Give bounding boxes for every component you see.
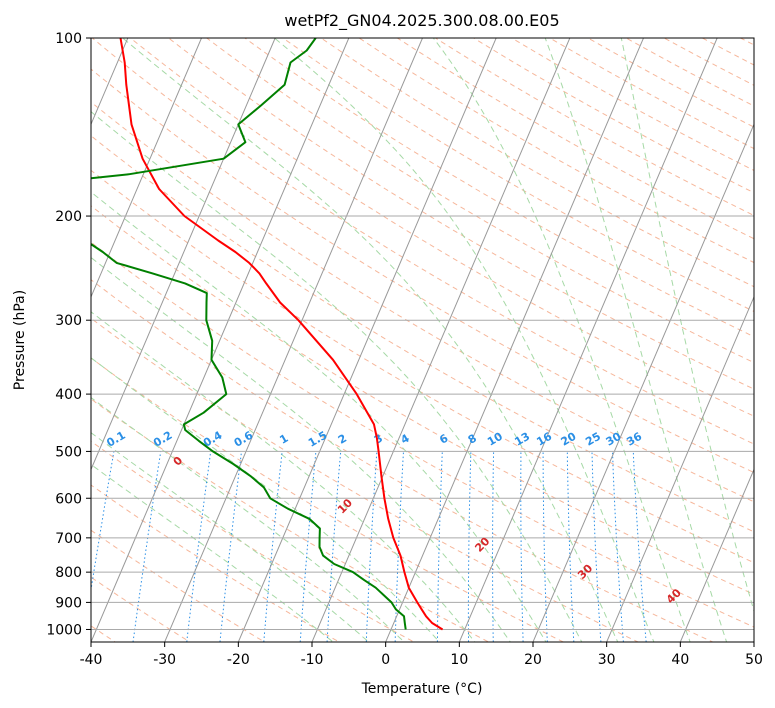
x-tick-label: 20 bbox=[524, 652, 542, 668]
isotherm-line bbox=[91, 38, 350, 642]
x-axis-label: Temperature (°C) bbox=[361, 681, 483, 697]
y-axis-label: Pressure (hPa) bbox=[12, 290, 28, 390]
dry-adiabat-line bbox=[91, 279, 714, 642]
dry-adiabat-line bbox=[91, 68, 754, 474]
y-tick-label: 200 bbox=[55, 209, 82, 225]
plot-area: -100-90-80-70-60-50-40-30-20-10010203040… bbox=[91, 38, 754, 642]
y-axis: 1000 900 800 700 600 500 400 300 200 100 bbox=[46, 31, 91, 638]
y-tick-label: 500 bbox=[55, 444, 82, 460]
x-tick-label: 0 bbox=[381, 652, 390, 668]
dewpoint-profile-line bbox=[91, 38, 407, 630]
moist-adiabat-line bbox=[274, 38, 655, 642]
x-tick-label: -40 bbox=[80, 652, 103, 668]
isotherms bbox=[91, 38, 754, 642]
isotherm-line bbox=[164, 38, 423, 642]
dry-adiabats bbox=[91, 38, 754, 642]
y-tick-label: 400 bbox=[55, 387, 82, 403]
dry-adiabat-line bbox=[320, 38, 754, 288]
dry-adiabat-line bbox=[91, 529, 266, 642]
x-tick-label: 10 bbox=[450, 652, 468, 668]
x-tick-label: -30 bbox=[153, 652, 176, 668]
isotherm-line bbox=[532, 123, 754, 642]
y-tick-label: 100 bbox=[55, 31, 82, 47]
y-tick-label: 300 bbox=[55, 313, 82, 329]
dry-adiabat-line bbox=[91, 484, 341, 642]
isotherm-line bbox=[311, 38, 571, 642]
x-tick-label: 40 bbox=[671, 652, 689, 668]
dry-adiabat-line bbox=[129, 38, 754, 417]
x-tick-label: -10 bbox=[301, 652, 324, 668]
dry-adiabat-line bbox=[91, 169, 754, 564]
y-tick-label: 900 bbox=[55, 595, 82, 611]
isotherm-line bbox=[91, 38, 276, 471]
x-tick-label: 50 bbox=[745, 652, 763, 668]
isotherm-line bbox=[679, 468, 754, 642]
dry-adiabat-line bbox=[91, 205, 754, 595]
dry-adiabat-line bbox=[91, 101, 754, 503]
dry-adiabat-line bbox=[91, 135, 754, 533]
dry-adiabat-line bbox=[91, 398, 490, 642]
chart-title: wetPf2_GN04.2025.300.08.00.E05 bbox=[284, 11, 559, 31]
dry-adiabat-line bbox=[91, 241, 754, 628]
isotherm-line bbox=[606, 295, 754, 642]
x-axis: -40 -30 -20 -10 0 10 20 30 40 50 bbox=[80, 642, 763, 668]
dry-adiabat-line bbox=[91, 440, 415, 642]
isotherm-line bbox=[385, 38, 644, 642]
dry-adiabat-line bbox=[243, 38, 754, 338]
isobars bbox=[91, 38, 754, 630]
y-tick-label: 1000 bbox=[46, 622, 82, 638]
y-tick-label: 600 bbox=[55, 491, 82, 507]
dry-adiabat-line bbox=[91, 357, 565, 642]
temperature-profile-line bbox=[119, 38, 444, 631]
plot-frame bbox=[90, 37, 755, 643]
isotherm-line bbox=[458, 38, 718, 642]
x-tick-label: 30 bbox=[598, 652, 616, 668]
isotherm-line bbox=[91, 38, 202, 299]
y-tick-label: 800 bbox=[55, 565, 82, 581]
isotherm-line bbox=[237, 38, 497, 642]
y-tick-label: 700 bbox=[55, 531, 82, 547]
x-tick-label: -20 bbox=[227, 652, 250, 668]
sounding-profiles bbox=[91, 38, 444, 631]
